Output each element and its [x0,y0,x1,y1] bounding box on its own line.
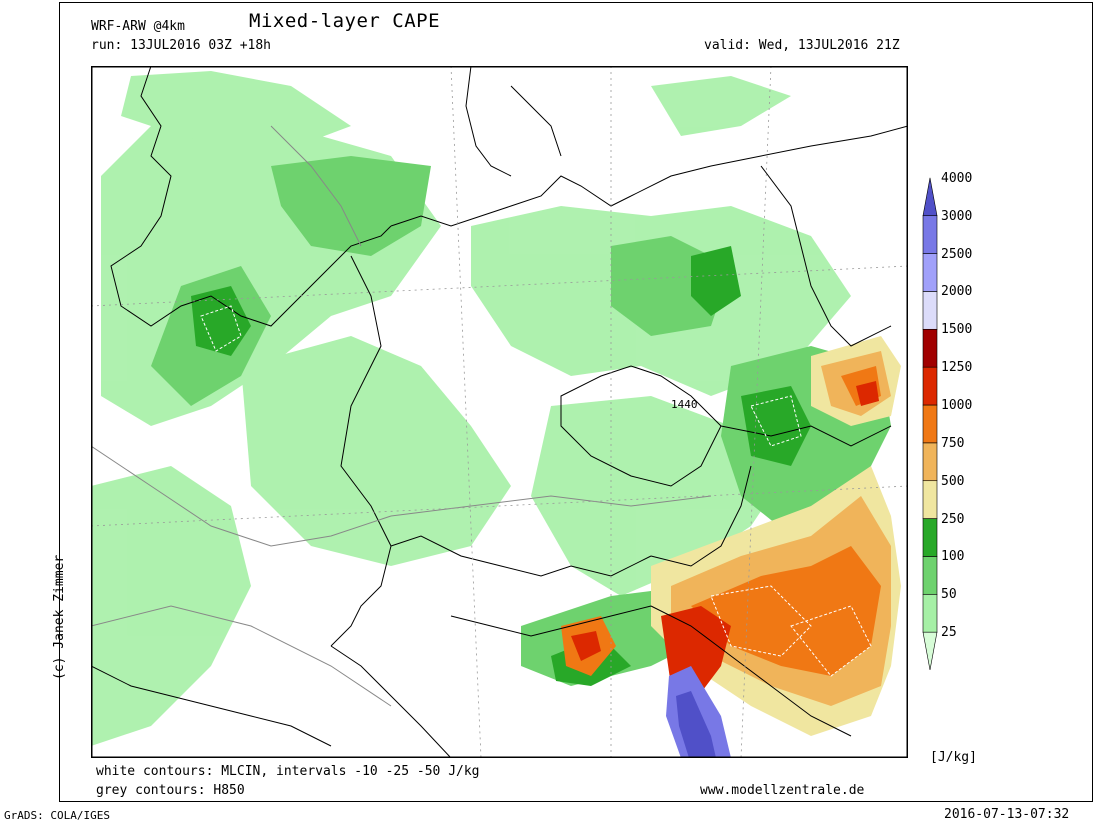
timestamp-label: 2016-07-13-07:32 [944,807,1070,822]
legend-tick-label: 250 [941,511,965,527]
legend-swatch [922,253,938,292]
legend-swatch [922,366,938,406]
legend-swatch [922,328,938,368]
model-label: WRF-ARW @4km [91,19,185,34]
chart-title: Mixed-layer CAPE [249,10,441,32]
legend-swatch [922,593,938,633]
legend-swatch [922,556,938,595]
pressure-annotation: 1440 [671,398,698,411]
coastlines-and-borders [91,66,908,758]
legend-swatch [922,404,938,444]
legend-swatch [922,480,938,519]
legend-swatch [922,518,938,557]
white-contours-note: white contours: MLCIN, intervals -10 -25… [96,764,480,779]
legend-tick-label: 1250 [941,360,973,376]
valid-label: valid: Wed, 13JUL2016 21Z [704,38,900,53]
legend-tick-label: 500 [941,473,965,489]
legend-tick-label: 750 [941,435,965,451]
legend-tick-label: 2000 [941,284,973,300]
website-label: www.modellzentrale.de [700,783,865,798]
legend-tick-label: 2500 [941,246,973,262]
grads-label: GrADS: COLA/IGES [4,809,110,822]
legend-swatch [922,442,938,482]
cape-legend [922,177,938,671]
legend-tick-label: 1500 [941,322,973,338]
legend-unit: [J/kg] [930,750,977,765]
mlcin-white-contours [200,305,872,677]
legend-tick-label: 4000 [941,170,973,186]
legend-swatch [922,291,938,330]
legend-tick-label: 50 [941,587,957,603]
legend-tick-label: 1000 [941,398,973,413]
legend-swatch [922,631,938,671]
credit-label: (c) Janek Zimmer [52,554,67,680]
run-label: run: 13JUL2016 03Z +18h [91,38,272,53]
cape-map: 1440 [91,66,908,758]
graticule [91,66,908,758]
h850-grey-contours [91,125,712,707]
cape-fill-purple [666,666,731,758]
legend-swatch [922,215,938,254]
grey-contours-note: grey contours: H850 [96,783,245,798]
legend-swatch [922,177,938,217]
cape-fill-red [571,381,879,706]
legend-tick-label: 100 [941,549,965,565]
legend-tick-label: 3000 [941,208,973,224]
legend-tick-label: 25 [941,625,957,641]
